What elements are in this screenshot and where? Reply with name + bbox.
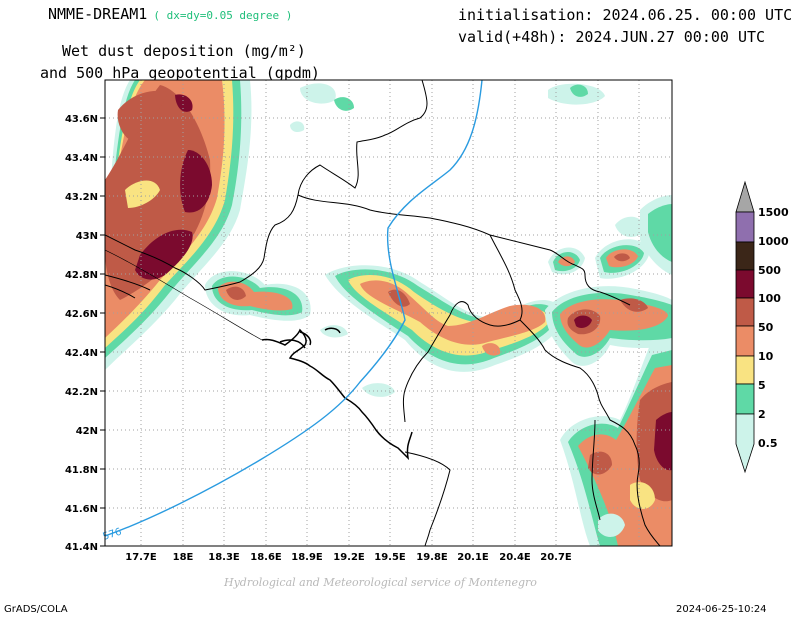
blob-north5 bbox=[570, 84, 588, 97]
lat-label: 42.8N bbox=[65, 270, 98, 281]
model-title: NMME-DREAM1 ( dx=dy=0.05 degree ) bbox=[48, 5, 292, 23]
software-label: GrADS/COLA bbox=[4, 604, 68, 615]
lat-label: 43.6N bbox=[65, 114, 98, 125]
e-blob-50b bbox=[620, 298, 648, 312]
lat-label: 42.6N bbox=[65, 309, 98, 320]
ne-topleft bbox=[615, 216, 645, 237]
blob-north1 bbox=[300, 83, 336, 104]
coast-line-thin bbox=[105, 249, 263, 341]
blob-north3 bbox=[290, 121, 305, 133]
se-5b bbox=[630, 482, 655, 509]
plume-nw-50b bbox=[117, 90, 168, 140]
legend-label: 1000 bbox=[758, 235, 789, 248]
country-border-2 bbox=[297, 194, 576, 266]
colorbar-bottom-arrow bbox=[735, 413, 755, 474]
lon-label: 18.9E bbox=[291, 552, 323, 563]
model-name: NMME-DREAM1 bbox=[48, 5, 148, 23]
legend-label: 500 bbox=[758, 264, 781, 277]
colorbar-500 bbox=[735, 241, 755, 271]
colorbar-1000 bbox=[735, 211, 755, 243]
deposition-field bbox=[105, 80, 672, 546]
initialisation-time: initialisation: 2024.06.25. 00:00 UTC bbox=[458, 6, 793, 24]
se-50b bbox=[636, 382, 672, 502]
lat-label: 43N bbox=[76, 231, 98, 242]
lat-label: 42N bbox=[76, 426, 98, 437]
blob-mid2 bbox=[320, 325, 348, 338]
e-blob-100 bbox=[574, 315, 592, 328]
valid-time: valid(+48h): 2024.JUN.27 00:00 UTC bbox=[458, 28, 766, 46]
band-10 bbox=[360, 280, 546, 345]
lon-label: 20.7E bbox=[540, 552, 572, 563]
country-border-8 bbox=[404, 451, 451, 546]
ne-top-2 bbox=[648, 204, 672, 262]
geopotential-contour-576 bbox=[105, 80, 483, 537]
plume-nw-100c bbox=[175, 94, 193, 112]
colorbar-2 bbox=[735, 383, 755, 415]
bih-border-2 bbox=[105, 284, 136, 299]
colorbar-50 bbox=[735, 297, 755, 327]
lon-label: 19.5E bbox=[374, 552, 406, 563]
country-border-6 bbox=[636, 474, 661, 546]
colorbar-legend: 1500 1000 500 100 50 10 5 2 0.5 bbox=[735, 180, 789, 474]
legend-label: 0.5 bbox=[758, 437, 778, 450]
country-border-4 bbox=[519, 319, 640, 476]
coastline-islands bbox=[279, 327, 341, 349]
legend-label: 10 bbox=[758, 350, 774, 363]
lon-label: 19.2E bbox=[333, 552, 365, 563]
country-border-7 bbox=[591, 419, 601, 521]
lat-label: 43.2N bbox=[65, 192, 98, 203]
plume-nw-100a bbox=[180, 150, 212, 213]
lat-ticks bbox=[100, 117, 105, 547]
lon-label: 18.3E bbox=[208, 552, 240, 563]
model-resolution: ( dx=dy=0.05 degree ) bbox=[153, 9, 293, 22]
lon-label: 18E bbox=[173, 552, 194, 563]
band-50b bbox=[482, 343, 501, 356]
lon-label: 19.8E bbox=[416, 552, 448, 563]
lat-label: 41.6N bbox=[65, 504, 98, 515]
colorbar-top-arrow bbox=[735, 180, 755, 213]
country-border bbox=[105, 80, 428, 291]
legend-label: 50 bbox=[758, 321, 774, 334]
blob-183-50 bbox=[226, 286, 246, 300]
lon-label: 17.7E bbox=[125, 552, 157, 563]
colorbar-100 bbox=[735, 269, 755, 299]
legend-label: 100 bbox=[758, 292, 781, 305]
lon-label: 20.1E bbox=[457, 552, 489, 563]
colorbar-10 bbox=[735, 325, 755, 357]
se-bottom bbox=[598, 513, 625, 537]
lat-label: 41.8N bbox=[65, 465, 98, 476]
credit-text: Hydrological and Meteorological service … bbox=[224, 576, 537, 589]
country-border-3 bbox=[402, 234, 523, 423]
variable-title-line2: and 500 hPa geopotential (gpdm) bbox=[40, 64, 320, 82]
lon-labels: 17.7E 18E 18.3E 18.6E 18.9E 19.2E 19.5E … bbox=[125, 552, 572, 563]
lat-lon-grid bbox=[105, 80, 672, 546]
coastline bbox=[261, 328, 413, 461]
bih-border bbox=[105, 274, 151, 291]
legend-label: 1500 bbox=[758, 206, 789, 219]
colorbar-5 bbox=[735, 355, 755, 385]
lat-label: 41.4N bbox=[65, 542, 98, 553]
variable-title-line1: Wet dust deposition (mg/m²) bbox=[62, 42, 306, 60]
lat-label: 42.4N bbox=[65, 348, 98, 359]
lat-labels: 43.6N 43.4N 43.2N 43N 42.8N 42.6N 42.4N … bbox=[65, 114, 98, 553]
plume-nw-5hole bbox=[125, 180, 160, 208]
legend-label: 5 bbox=[758, 379, 766, 392]
legend-label: 2 bbox=[758, 408, 766, 421]
country-border-5 bbox=[574, 264, 631, 306]
ne-blob2-50 bbox=[614, 253, 630, 262]
timestamp-label: 2024-06-25-10:24 bbox=[676, 604, 767, 615]
se-100 bbox=[654, 412, 672, 471]
blob-mid1 bbox=[362, 383, 395, 397]
lon-label: 18.6E bbox=[250, 552, 282, 563]
lat-label: 42.2N bbox=[65, 387, 98, 398]
lon-label: 20.4E bbox=[499, 552, 531, 563]
lat-label: 43.4N bbox=[65, 153, 98, 164]
plume-nw-100b bbox=[135, 229, 193, 280]
